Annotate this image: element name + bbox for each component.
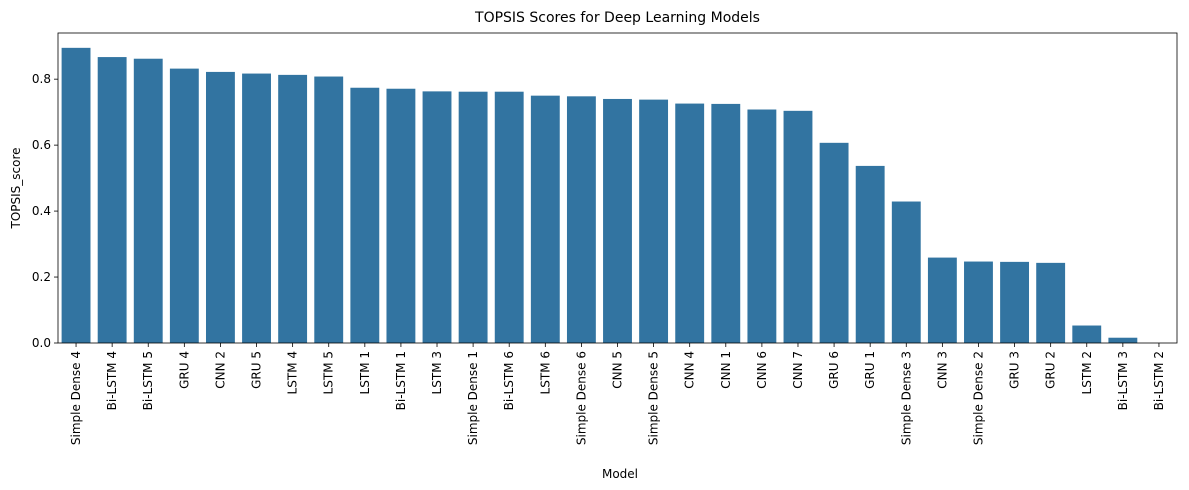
bar [97,57,127,344]
x-tick-label: CNN 5 [611,351,625,389]
bar [639,99,669,343]
bar [855,165,885,343]
chart-title: TOPSIS Scores for Deep Learning Models [474,10,760,26]
bar [711,103,741,343]
bar [242,73,271,343]
bar [783,110,813,343]
bar [314,76,344,343]
x-tick-label: Simple Dense 1 [466,351,480,445]
y-tick-label: 0.0 [32,336,51,350]
x-tick-label: LSTM 5 [322,351,336,394]
x-tick-label: GRU 6 [827,351,841,389]
bar [891,201,921,343]
y-axis: 0.0 0.2 0.4 0.6 0.8 [32,72,58,350]
x-axis: Simple Dense 4 Bi-LSTM 4 Bi-LSTM 5 GRU 4 CNN… [69,343,1166,445]
x-tick-label: LSTM 2 [1080,351,1094,394]
x-tick-label: LSTM 4 [286,351,300,394]
x-tick-label: GRU 3 [1008,351,1022,389]
bar [386,88,416,343]
bar [133,58,163,344]
bar [61,47,91,344]
bar [927,257,957,343]
x-tick-label: GRU 1 [863,351,877,389]
bar [422,91,452,343]
bar [1108,337,1138,343]
y-axis-title: TOPSIS_score [9,147,23,229]
x-tick-label: CNN 7 [791,351,805,389]
x-tick-label: LSTM 1 [358,351,372,394]
x-tick-label: LSTM 3 [430,351,444,394]
x-tick-label: Bi-LSTM 5 [141,351,155,410]
x-tick-label: CNN 3 [935,351,949,389]
x-tick-label: Simple Dense 4 [69,351,83,445]
bar [1072,325,1102,343]
x-tick-label: Bi-LSTM 2 [1152,351,1166,410]
x-axis-title: Model [602,467,638,481]
x-tick-label: CNN 2 [213,351,227,389]
x-tick-label: Simple Dense 6 [574,351,588,445]
x-tick-label: GRU 5 [250,351,264,389]
x-tick-label: Simple Dense 3 [899,351,913,445]
x-tick-label: GRU 4 [177,351,191,389]
y-tick-label: 0.8 [32,72,51,86]
x-tick-label: Simple Dense 5 [647,351,661,445]
y-tick-label: 0.2 [32,270,51,284]
bar [675,103,705,344]
y-tick-label: 0.6 [32,138,51,152]
bar [747,109,777,343]
x-tick-label: CNN 6 [755,351,769,389]
bar [205,71,235,344]
x-tick-label: Bi-LSTM 4 [105,351,119,410]
bar [566,96,596,343]
bar [494,91,524,344]
plot-frame [57,32,1178,344]
x-tick-label: CNN 4 [683,351,697,389]
bar [278,74,308,343]
bar [169,68,199,344]
bar [350,87,380,343]
bar [603,98,632,343]
x-tick-label: GRU 2 [1044,351,1058,389]
bar [1000,261,1030,343]
x-tick-label: LSTM 6 [538,351,552,394]
x-tick-label: Simple Dense 2 [971,351,985,445]
x-tick-label: Bi-LSTM 3 [1116,351,1130,410]
bar [964,261,993,343]
x-tick-label: Bi-LSTM 1 [394,351,408,410]
bar [458,91,488,344]
x-tick-label: Bi-LSTM 6 [502,351,516,410]
y-tick-label: 0.4 [32,204,51,218]
bars-layer [61,47,1138,344]
bar [819,142,849,343]
x-tick-label: CNN 1 [719,351,733,389]
bar [1036,262,1066,343]
bar [530,95,560,343]
